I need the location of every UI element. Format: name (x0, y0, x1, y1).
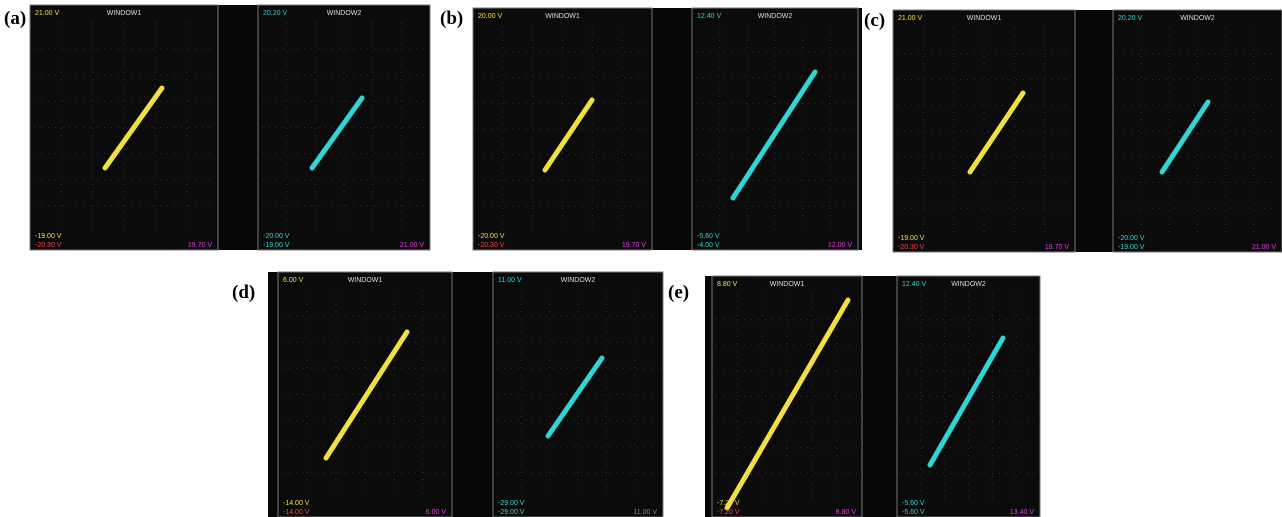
x-min: -19.00 V (263, 242, 290, 249)
x-max: 12.00 V (828, 242, 852, 249)
window-title: WINDOW2 (951, 281, 986, 288)
x-max: 21.00 V (400, 242, 424, 249)
x-min: -4.00 V (697, 242, 720, 249)
bottom-voltage: -29.00 V (498, 500, 525, 507)
window-title: WINDOW1 (107, 10, 142, 17)
top-voltage: 12.40 V (697, 13, 721, 20)
window-title: WINDOW1 (348, 277, 383, 284)
bottom-voltage: -5.60 V (697, 233, 720, 240)
x-max: 21.00 V (1252, 244, 1276, 251)
panel-label: (d) (232, 282, 255, 303)
top-voltage: 8.80 V (717, 281, 738, 288)
x-max: 19.70 V (1045, 244, 1069, 251)
x-max: 8.80 V (836, 509, 857, 516)
window-title: WINDOW1 (545, 13, 580, 20)
x-max: 6.00 V (426, 509, 447, 516)
x-min: -19.00 V (1118, 244, 1145, 251)
window-title: WINDOW2 (758, 13, 793, 20)
x-max: 11.00 V (633, 509, 657, 516)
x-max: 19.70 V (622, 242, 646, 249)
window-title: WINDOW1 (967, 15, 1002, 22)
top-voltage: 21.00 V (35, 10, 59, 17)
bottom-voltage: -14.00 V (283, 500, 310, 507)
x-max: 13.40 V (1010, 509, 1034, 516)
window-title: WINDOW2 (561, 277, 596, 284)
top-voltage: 6.00 V (283, 277, 304, 284)
window-title: WINDOW2 (1180, 15, 1215, 22)
bottom-voltage: -19.00 V (898, 235, 925, 242)
x-min: -7.20 V (717, 509, 740, 516)
panel-label: (c) (864, 10, 885, 31)
top-voltage: 20.00 V (478, 13, 502, 20)
x-min: -14.00 V (283, 509, 310, 516)
top-voltage: 12.40 V (902, 281, 926, 288)
window-title: WINDOW1 (770, 281, 805, 288)
x-min: -20.30 V (35, 242, 62, 249)
bottom-voltage: -20.00 V (478, 233, 505, 240)
bottom-voltage: -19.00 V (35, 233, 62, 240)
window-title: WINDOW2 (327, 10, 362, 17)
window (30, 5, 218, 250)
panel-label: (e) (668, 282, 689, 303)
bottom-voltage: -5.60 V (902, 500, 925, 507)
bottom-voltage: -20.00 V (263, 233, 290, 240)
x-min: -20.30 V (898, 244, 925, 251)
window (893, 10, 1075, 252)
x-min: -20.30 V (478, 242, 505, 249)
x-max: 19.70 V (188, 242, 212, 249)
top-voltage: 11.00 V (498, 277, 522, 284)
top-voltage: 21.00 V (898, 15, 922, 22)
panel-label: (b) (440, 8, 463, 29)
figure: (a) 21.00 V WINDOW1 -19.00 V -20.30 V 19.70 V… (0, 0, 1282, 517)
panel-label: (a) (4, 8, 26, 29)
window (473, 8, 652, 250)
x-min: -5.60 V (902, 509, 925, 516)
top-voltage: 20.20 V (263, 10, 287, 17)
top-voltage: 20.20 V (1118, 15, 1142, 22)
bottom-voltage: -20.00 V (1118, 235, 1145, 242)
x-min: -29.00 V (498, 509, 525, 516)
bottom-voltage: -7.20 V (717, 500, 740, 507)
